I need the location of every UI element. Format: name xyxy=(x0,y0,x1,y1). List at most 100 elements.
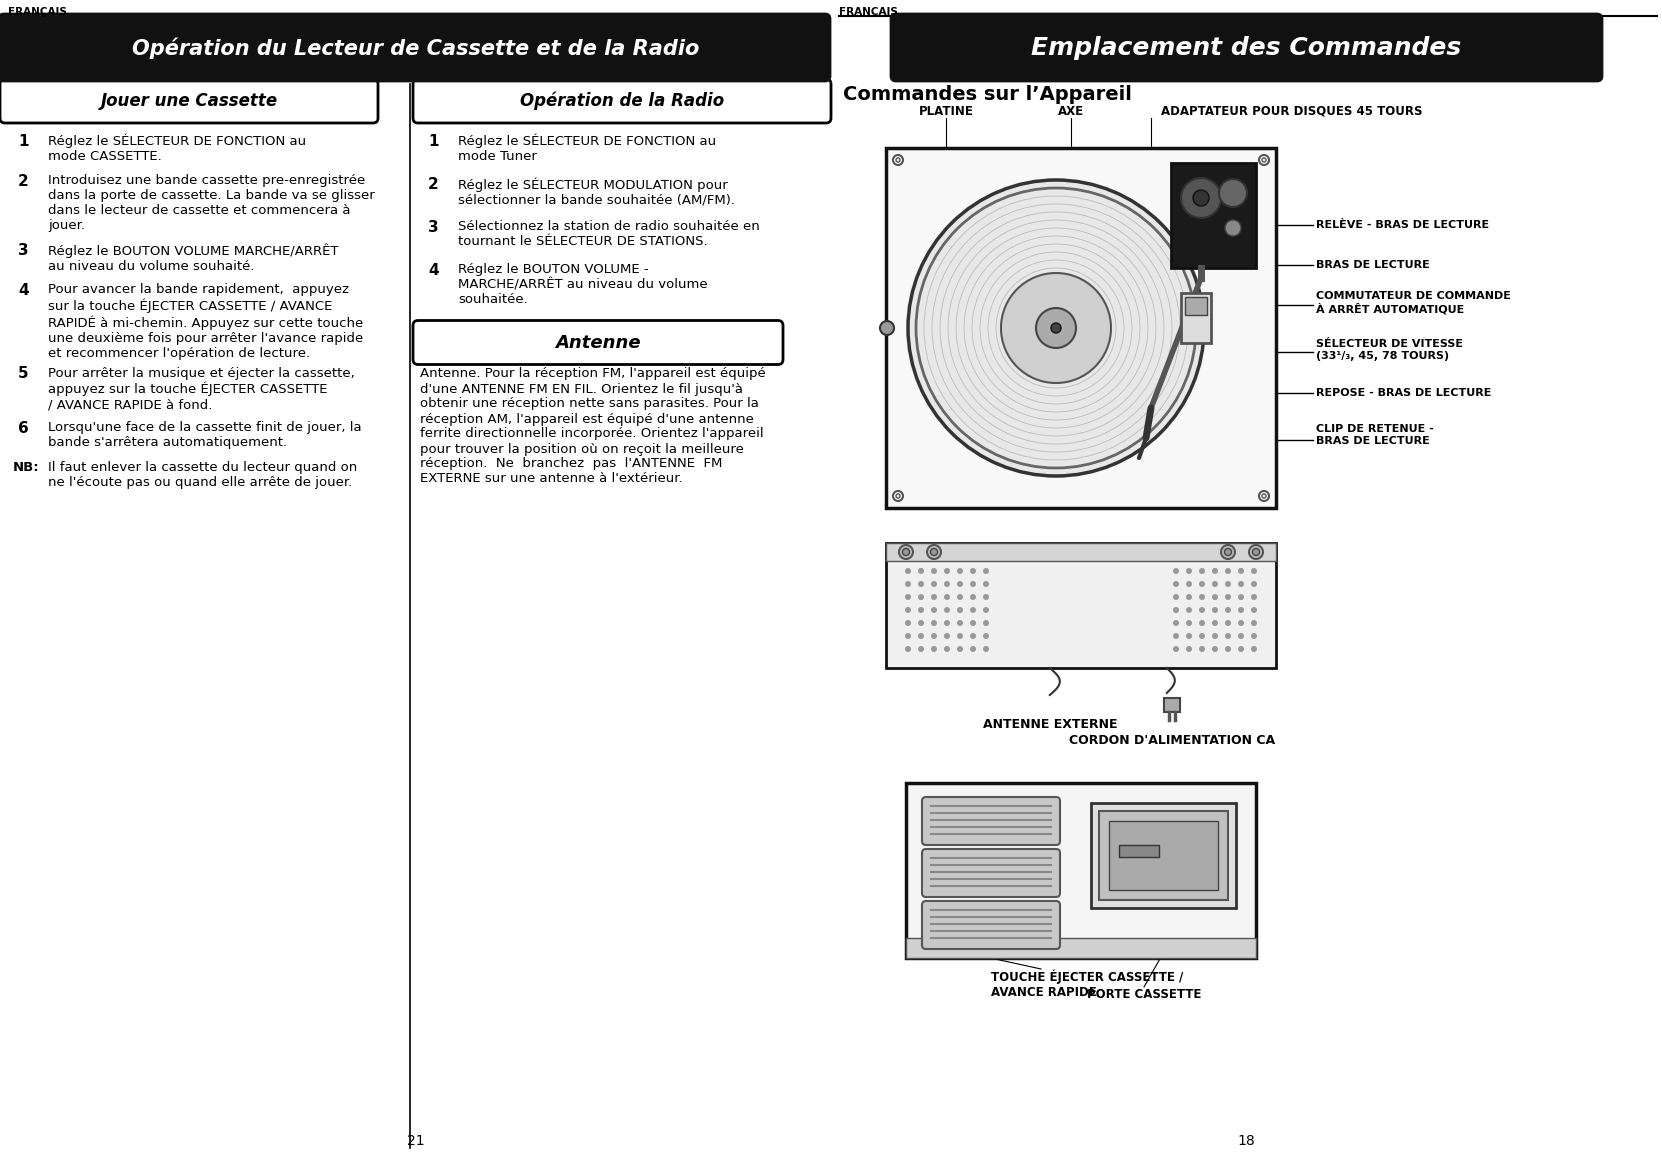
FancyBboxPatch shape xyxy=(0,14,829,81)
Circle shape xyxy=(1238,594,1243,600)
Text: 5: 5 xyxy=(18,366,28,381)
Circle shape xyxy=(1198,569,1205,574)
Circle shape xyxy=(1173,620,1178,626)
Circle shape xyxy=(1251,594,1256,600)
Circle shape xyxy=(1182,178,1222,218)
Circle shape xyxy=(917,581,924,587)
FancyBboxPatch shape xyxy=(922,797,1060,845)
Bar xyxy=(1099,811,1228,900)
Text: 1: 1 xyxy=(18,134,28,149)
Circle shape xyxy=(931,633,937,639)
Bar xyxy=(1182,293,1212,343)
Circle shape xyxy=(917,607,924,613)
Circle shape xyxy=(1251,646,1256,652)
Text: SÉLECTEUR DE VITESSE
(33¹/₃, 45, 78 TOURS): SÉLECTEUR DE VITESSE (33¹/₃, 45, 78 TOUR… xyxy=(1316,339,1463,361)
Circle shape xyxy=(944,581,951,587)
Circle shape xyxy=(1222,545,1235,559)
FancyBboxPatch shape xyxy=(0,79,377,123)
Circle shape xyxy=(1238,646,1243,652)
Circle shape xyxy=(931,549,937,556)
Circle shape xyxy=(907,179,1203,476)
Circle shape xyxy=(1187,581,1192,587)
Circle shape xyxy=(1198,607,1205,613)
Circle shape xyxy=(957,646,962,652)
Circle shape xyxy=(1212,646,1218,652)
Text: 4: 4 xyxy=(429,263,439,278)
Circle shape xyxy=(971,569,976,574)
Circle shape xyxy=(1050,323,1060,334)
FancyBboxPatch shape xyxy=(412,321,783,365)
Circle shape xyxy=(1251,620,1256,626)
Circle shape xyxy=(1251,633,1256,639)
Circle shape xyxy=(1238,620,1243,626)
Circle shape xyxy=(917,646,924,652)
Text: 3: 3 xyxy=(18,243,28,258)
Circle shape xyxy=(1251,581,1256,587)
Bar xyxy=(886,543,1276,560)
Circle shape xyxy=(982,620,989,626)
Bar xyxy=(886,148,1276,508)
Bar xyxy=(1163,698,1180,712)
Bar xyxy=(1119,845,1158,857)
Bar xyxy=(906,938,1256,958)
Circle shape xyxy=(902,549,909,556)
Text: Il faut enlever la cassette du lecteur quand on
ne l'écoute pas ou quand elle ar: Il faut enlever la cassette du lecteur q… xyxy=(48,461,357,489)
Circle shape xyxy=(944,646,951,652)
Circle shape xyxy=(1198,646,1205,652)
Circle shape xyxy=(1173,569,1178,574)
Text: 6: 6 xyxy=(18,422,28,437)
Circle shape xyxy=(1198,581,1205,587)
Circle shape xyxy=(971,633,976,639)
Circle shape xyxy=(1212,633,1218,639)
Text: Opération du Lecteur de Cassette et de la Radio: Opération du Lecteur de Cassette et de l… xyxy=(131,37,700,59)
Circle shape xyxy=(1225,620,1232,626)
Bar xyxy=(1109,821,1218,891)
Text: RELÈVE - BRAS DE LECTURE: RELÈVE - BRAS DE LECTURE xyxy=(1316,220,1489,230)
Circle shape xyxy=(879,321,894,335)
Circle shape xyxy=(1198,633,1205,639)
Circle shape xyxy=(1212,569,1218,574)
Circle shape xyxy=(1173,646,1178,652)
Circle shape xyxy=(1253,549,1260,556)
Text: Réglez le BOUTON VOLUME MARCHE/ARRÊT
au niveau du volume souhaité.: Réglez le BOUTON VOLUME MARCHE/ARRÊT au … xyxy=(48,243,339,272)
Text: Commandes sur l’Appareil: Commandes sur l’Appareil xyxy=(843,85,1132,104)
Circle shape xyxy=(971,581,976,587)
Circle shape xyxy=(957,633,962,639)
Circle shape xyxy=(1218,179,1246,207)
Circle shape xyxy=(1238,581,1243,587)
Circle shape xyxy=(906,581,911,587)
Circle shape xyxy=(982,646,989,652)
Circle shape xyxy=(957,620,962,626)
Circle shape xyxy=(931,607,937,613)
Circle shape xyxy=(957,569,962,574)
Text: Réglez le BOUTON VOLUME -
MARCHE/ARRÊT au niveau du volume
souhaitée.: Réglez le BOUTON VOLUME - MARCHE/ARRÊT a… xyxy=(459,263,708,306)
Bar xyxy=(906,783,1256,958)
Text: Réglez le SÉLECTEUR DE FONCTION au
mode Tuner: Réglez le SÉLECTEUR DE FONCTION au mode … xyxy=(459,134,716,163)
Text: 4: 4 xyxy=(18,283,28,298)
Circle shape xyxy=(1035,308,1075,349)
Circle shape xyxy=(982,594,989,600)
Circle shape xyxy=(1251,607,1256,613)
Text: ANTENNE EXTERNE: ANTENNE EXTERNE xyxy=(982,718,1117,731)
Text: 21: 21 xyxy=(407,1134,424,1148)
Text: Lorsqu'une face de la cassette finit de jouer, la
bande s'arrêtera automatiqueme: Lorsqu'une face de la cassette finit de … xyxy=(48,422,362,449)
Circle shape xyxy=(944,607,951,613)
Text: PORTE CASSETTE: PORTE CASSETTE xyxy=(1087,988,1202,1001)
Circle shape xyxy=(906,646,911,652)
Circle shape xyxy=(931,646,937,652)
Circle shape xyxy=(1198,620,1205,626)
Circle shape xyxy=(944,633,951,639)
Circle shape xyxy=(931,620,937,626)
Circle shape xyxy=(1225,633,1232,639)
Text: 2: 2 xyxy=(18,174,28,189)
Text: FRANÇAIS: FRANÇAIS xyxy=(8,7,66,17)
Text: CLIP DE RETENUE -
BRAS DE LECTURE: CLIP DE RETENUE - BRAS DE LECTURE xyxy=(1316,424,1434,446)
Circle shape xyxy=(927,545,941,559)
Text: 1: 1 xyxy=(429,134,439,149)
Text: FRANÇAIS: FRANÇAIS xyxy=(839,7,897,17)
Text: Emplacement des Commandes: Emplacement des Commandes xyxy=(1032,36,1461,60)
Text: Antenne. Pour la réception FM, l'appareil est équipé
d'une ANTENNE FM EN FIL. Or: Antenne. Pour la réception FM, l'apparei… xyxy=(420,367,766,485)
Circle shape xyxy=(982,633,989,639)
Circle shape xyxy=(1187,569,1192,574)
Circle shape xyxy=(1173,607,1178,613)
